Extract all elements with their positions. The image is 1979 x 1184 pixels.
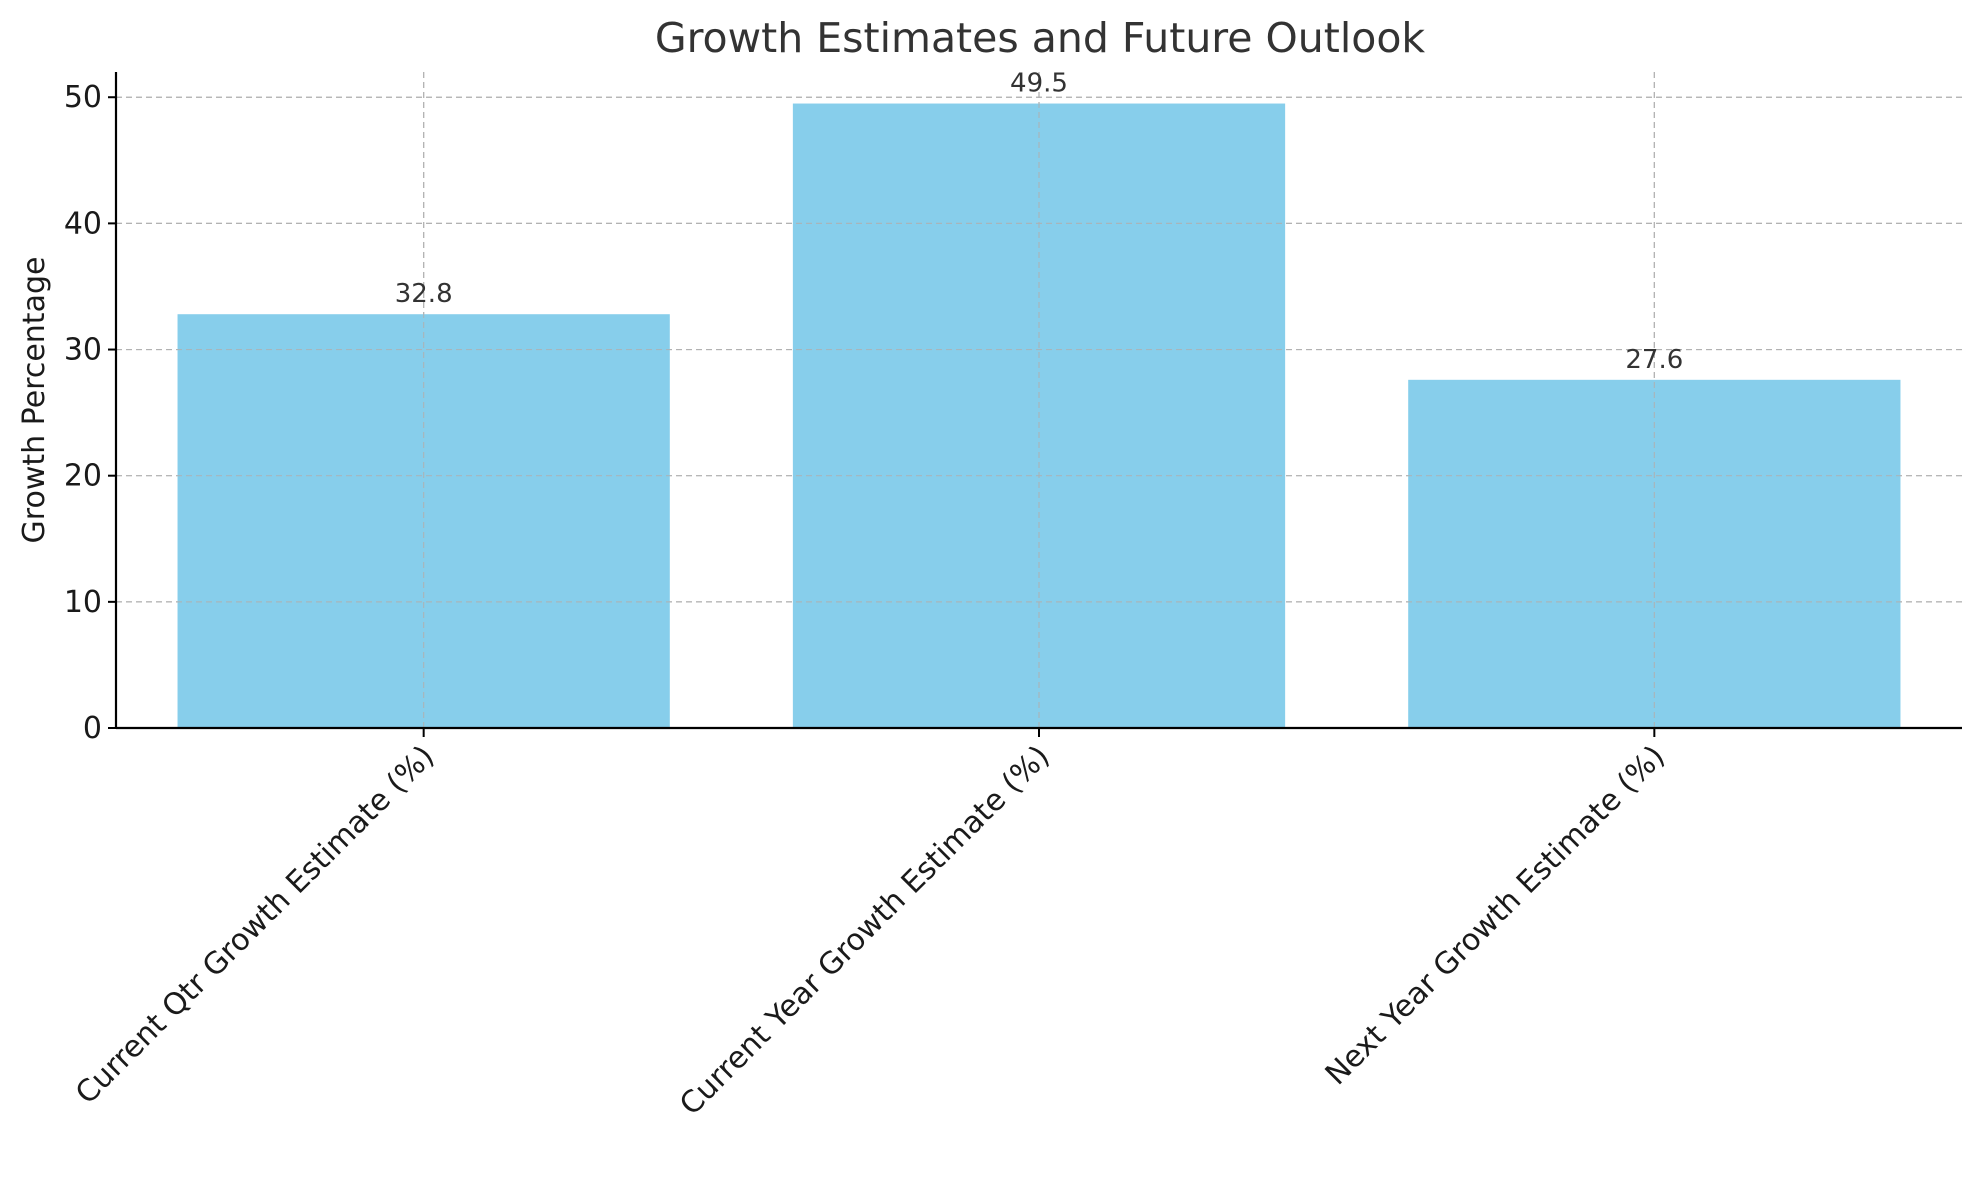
bar-value-label: 27.6 xyxy=(1625,345,1683,375)
y-tick-label: 30 xyxy=(64,333,102,368)
y-axis-label: Growth Percentage xyxy=(17,257,52,544)
y-tick-label: 50 xyxy=(64,80,102,115)
bars-layer xyxy=(116,72,1962,729)
x-tick-label: Current Qtr Growth Estimate (%) xyxy=(69,739,441,1111)
x-tick-label: Current Year Growth Estimate (%) xyxy=(673,739,1057,1123)
y-tick-label: 10 xyxy=(64,585,102,620)
chart-title: Growth Estimates and Future Outlook xyxy=(655,14,1426,62)
y-tick-label: 40 xyxy=(64,206,102,241)
bar-value-label: 32.8 xyxy=(395,279,453,309)
y-tick-label: 0 xyxy=(83,711,102,746)
x-tick-label: Next Year Growth Estimate (%) xyxy=(1319,739,1672,1092)
y-tick-label: 20 xyxy=(64,459,102,494)
axes-layer xyxy=(108,72,1962,737)
bar-value-label: 49.5 xyxy=(1010,69,1068,99)
